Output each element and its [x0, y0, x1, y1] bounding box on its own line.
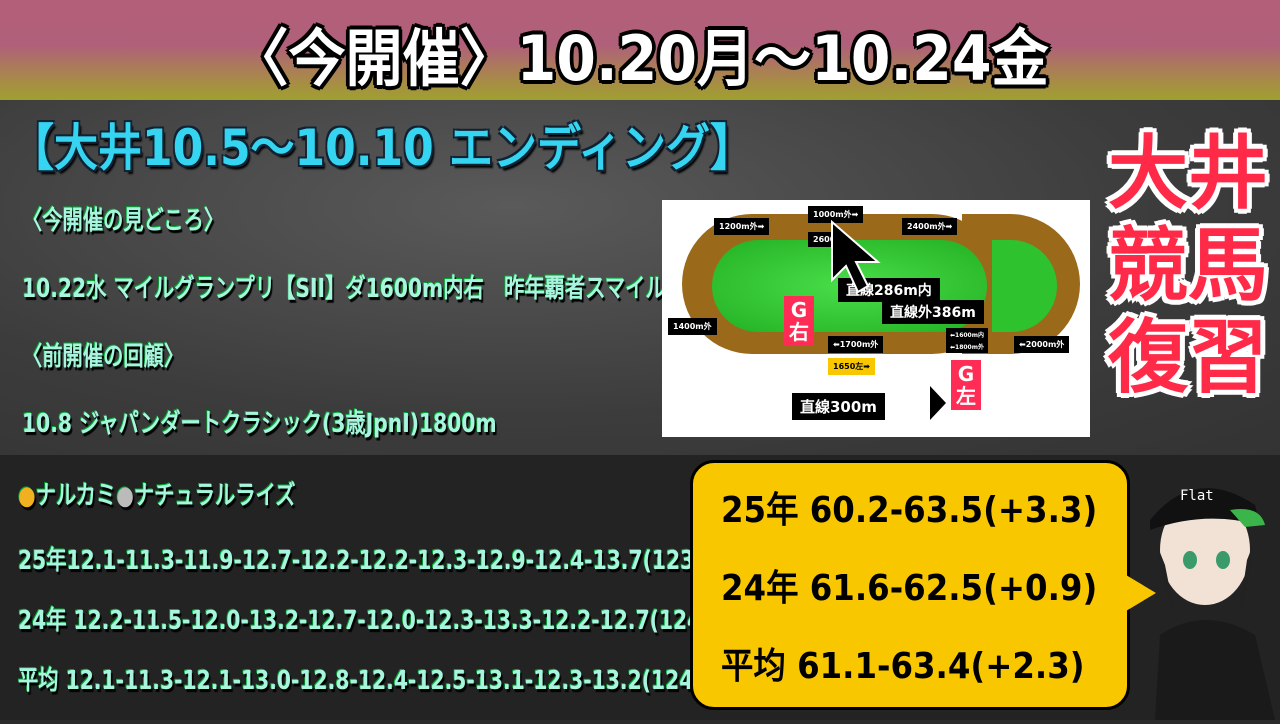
label-1200: 1200m外➡ [714, 218, 770, 235]
label-1400: 1400m外 [668, 318, 717, 335]
goal-left-badge: G左 [951, 360, 981, 410]
pace-callout: 25年 60.2-63.5(+3.3) 24年 61.6-62.5(+0.9) … [690, 460, 1130, 710]
highlights-label: 〈今開催の見どころ〉 [22, 206, 225, 236]
pace-25: 25年 60.2-63.5(+3.3) [721, 490, 1098, 531]
banner-title: 〈今開催〉10.20月～10.24金 [231, 22, 1049, 95]
pace-avg: 平均 61.1-63.4(+2.3) [721, 646, 1085, 687]
lap-row-24: 24年 12.2-11.5-12.0-13.2-12.7-12.0-12.3-1… [18, 606, 733, 636]
section-heading: 【大井10.5～10.10 エンディング】 [10, 119, 754, 177]
label-2000: ⬅2000m外 [1014, 336, 1070, 353]
label-2400: 2400m外➡ [902, 218, 958, 235]
track-map: 1200m外➡ 1000m外➡ 2600 2400m外➡ 1400m外 ⬅170… [662, 200, 1090, 437]
pace-24: 24年 61.6-62.5(+0.9) [721, 568, 1098, 609]
side-title-2: 競馬 [1108, 219, 1268, 312]
straight-300-label: 直線300m [792, 393, 885, 420]
avatar: Flat [1135, 465, 1280, 720]
lap-row-avg: 平均 12.1-11.3-12.1-13.0-12.8-12.4-12.5-13… [18, 666, 725, 696]
gold-medal-icon: ● [18, 481, 36, 511]
goal-right-badge: G右 [784, 296, 814, 346]
second-name: ナチュラルライズ [133, 481, 296, 511]
cap-text: Flat [1180, 488, 1214, 504]
label-1600: ⬅1600m内 [946, 328, 988, 341]
highlights-text: 10.22水 マイルグランプリ【SII】ダ1600m内右 昨年覇者スマイルウィ [22, 274, 707, 304]
winner-name: ナルカミ [35, 481, 117, 511]
label-1700: ⬅1700m外 [828, 336, 884, 353]
straight-outer-label: 直線外386m [882, 300, 984, 324]
cursor-pointer-icon [831, 220, 881, 294]
callout-tail [1126, 575, 1156, 611]
silver-medal-icon: ● [116, 481, 134, 511]
review-label: 〈前開催の回顧〉 [22, 342, 185, 372]
label-1000: 1000m外➡ [808, 206, 864, 223]
label-1800: ⬅1800m外 [946, 340, 988, 353]
side-title-1: 大井 [1108, 127, 1268, 220]
label-1650: 1650左➡ [828, 358, 875, 375]
title-banner: 〈今開催〉10.20月～10.24金 [0, 0, 1280, 100]
review-text: 10.8 ジャパンダートクラシック(3歳JpnI)1800m [22, 409, 497, 439]
arrow-right-icon [930, 386, 946, 420]
side-title-3: 復習 [1108, 311, 1268, 404]
lap-row-25: 25年12.1-11.3-11.9-12.7-12.2-12.2-12.3-12… [18, 546, 726, 576]
result-line: ●ナルカミ●ナチュラルライズ [18, 475, 296, 512]
